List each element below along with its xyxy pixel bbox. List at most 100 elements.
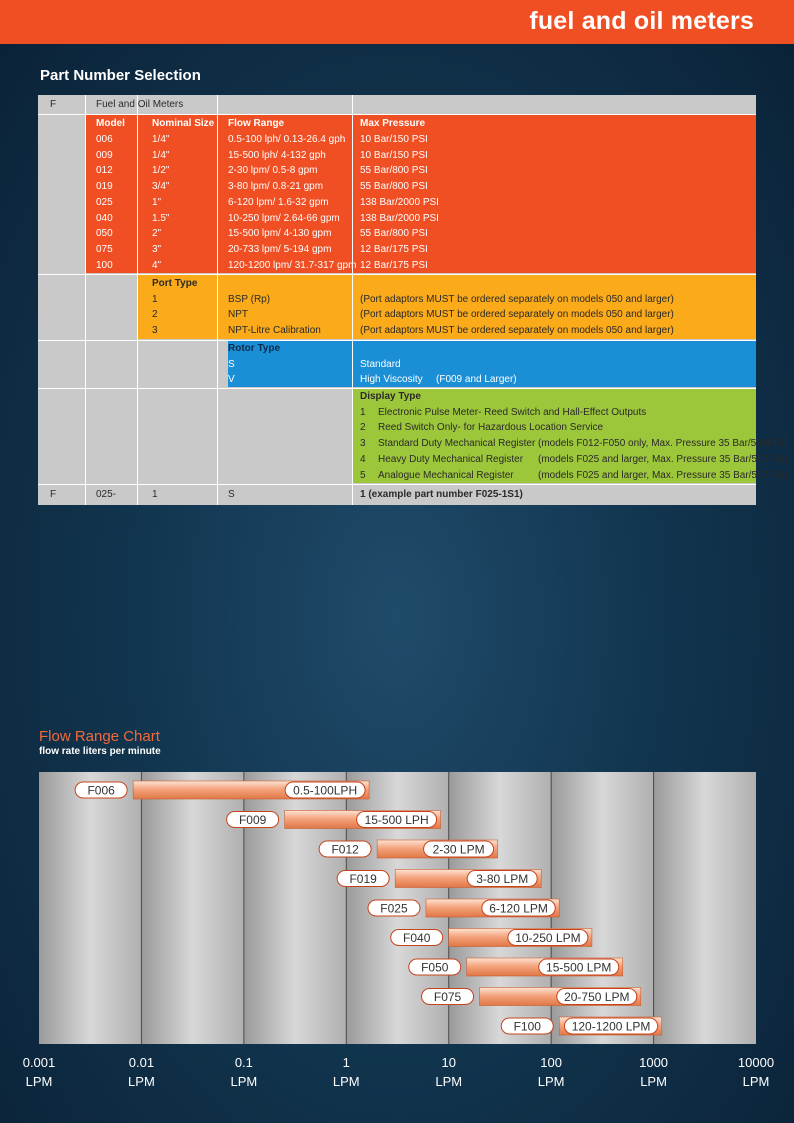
rotor-name: High Viscosity — [360, 374, 423, 386]
max-pressure: 12 Bar/175 PSI — [360, 243, 428, 255]
range-pill — [556, 988, 638, 1005]
port-header: Port Type — [152, 278, 198, 289]
x-tick-label: 1000 — [639, 1055, 668, 1070]
port-code-column: Port Type 1 2 3 — [152, 276, 197, 339]
rotor-band — [228, 341, 756, 387]
grid-line — [137, 95, 138, 505]
model-label: F040 — [403, 931, 431, 945]
page-title: fuel and oil meters — [529, 7, 754, 35]
range-label: 2-30 LPM — [433, 843, 485, 857]
grid-line — [38, 114, 756, 115]
range-pill — [284, 781, 366, 799]
range-label: 3-80 LPM — [476, 872, 528, 886]
pressure-header: Max Pressure — [360, 118, 426, 129]
prefix-code: F — [50, 99, 57, 110]
model-code: 009 — [96, 149, 113, 161]
nominal-size: 1.5" — [152, 212, 170, 224]
port-code: 1 — [152, 293, 158, 305]
port-name: BSP (Rp) — [228, 293, 271, 305]
flow-range: 10-250 lpm/ 2.64-66 gpm — [228, 212, 340, 224]
display-header: Display Type — [360, 391, 421, 402]
rotor-code-column: Rotor Type S V — [228, 341, 280, 388]
rotor-code: S — [228, 358, 235, 370]
max-pressure: 55 Bar/800 PSI — [360, 165, 428, 177]
nominal-size: 1/4" — [152, 149, 170, 161]
range-label: 15-500 LPM — [546, 961, 611, 975]
nominal-size: 3" — [152, 243, 162, 255]
model-label: F050 — [421, 961, 449, 975]
model-column: 006 009 012 019 025 040 050 075 100 — [96, 132, 113, 273]
flow-column: 0.5-100 lph/ 0.13-26.4 gph 15-500 lph/ 4… — [228, 132, 356, 273]
model-pill — [408, 958, 462, 976]
flow-range: 20-733 lpm/ 5-194 gpm — [228, 243, 332, 255]
model-code: 075 — [96, 243, 113, 255]
max-pressure: 10 Bar/150 PSI — [360, 149, 428, 161]
range-label: 120-1200 LPM — [572, 1020, 651, 1034]
display-name-column: Electronic Pulse Meter- Reed Switch and … — [378, 405, 646, 484]
prefix-label: Fuel and Oil Meters — [96, 99, 184, 110]
flow-range: 3-80 lpm/ 0.8-21 gpm — [228, 181, 324, 193]
port-note: (Port adaptors MUST be ordered separatel… — [360, 293, 674, 305]
grid-line — [85, 95, 86, 505]
model-code: 050 — [96, 228, 113, 240]
model-label: F012 — [331, 843, 359, 857]
grid-line — [38, 340, 756, 341]
x-tick-unit: LPM — [26, 1074, 53, 1089]
display-code: 4 — [360, 453, 366, 465]
display-code: 2 — [360, 422, 366, 434]
model-pill — [336, 870, 390, 887]
rotor-header: Rotor Type — [228, 343, 281, 354]
rotor-note: (F009 and Larger) — [436, 374, 517, 386]
rotor-code: V — [228, 374, 235, 386]
x-tick-unit: LPM — [230, 1074, 257, 1089]
display-name: Heavy Duty Mechanical Register — [378, 453, 524, 465]
flow-range: 120-1200 lpm/ 31.7-317 gpm — [228, 259, 357, 271]
flow-range: 15-500 lph/ 4-132 gph — [228, 149, 326, 161]
x-tick-label: 0.01 — [129, 1055, 154, 1070]
max-pressure: 138 Bar/2000 PSI — [360, 196, 439, 208]
model-code: 040 — [96, 212, 113, 224]
flow-range: 15-500 lpm/ 4-130 gpm — [228, 228, 332, 240]
chart-title: Flow Range Chart — [39, 728, 160, 745]
max-pressure: 12 Bar/175 PSI — [360, 259, 428, 271]
grid-line — [352, 95, 353, 505]
range-label: 20-750 LPM — [564, 990, 629, 1004]
max-pressure: 10 Bar/150 PSI — [360, 134, 428, 145]
x-tick-label: 0.001 — [23, 1055, 56, 1070]
section-title: Part Number Selection — [40, 67, 201, 84]
range-pill — [466, 870, 538, 887]
x-tick-label: 10000 — [738, 1055, 774, 1070]
display-band — [353, 389, 756, 483]
x-tick-label: 100 — [540, 1055, 562, 1070]
grid-line — [38, 388, 756, 389]
range-pill — [538, 958, 620, 976]
model-pill — [367, 899, 421, 917]
range-label: 6-120 LPM — [489, 902, 548, 916]
model-label: F100 — [514, 1020, 542, 1034]
nominal-size: 1/4" — [152, 134, 170, 145]
port-name: NPT-Litre Calibration — [228, 325, 321, 337]
display-code: 1 — [360, 406, 366, 418]
nominal-size: 2" — [152, 228, 162, 240]
port-code: 3 — [152, 325, 158, 337]
model-code: 006 — [96, 134, 113, 145]
model-band — [86, 115, 756, 273]
max-pressure: 138 Bar/2000 PSI — [360, 212, 439, 224]
page-header-band: fuel and oil meters — [0, 0, 794, 44]
nominal-size: 4" — [152, 259, 162, 271]
model-code: 012 — [96, 165, 113, 177]
model-label: F009 — [239, 813, 267, 827]
model-pill — [421, 988, 475, 1005]
max-pressure: 55 Bar/800 PSI — [360, 228, 428, 240]
model-header: Model — [96, 118, 125, 129]
display-note: (models F012-F050 only, Max. Pressure 35… — [538, 438, 787, 450]
range-pill — [481, 899, 556, 917]
model-pill — [390, 929, 444, 946]
port-name-column: BSP (Rp) NPT NPT-Litre Calibration — [228, 292, 321, 339]
display-name: Electronic Pulse Meter- Reed Switch and … — [378, 406, 647, 418]
max-pressure: 55 Bar/800 PSI — [360, 181, 428, 193]
nominal-size: 1/2" — [152, 165, 170, 177]
model-pill — [74, 781, 128, 799]
range-label: 15-500 LPH — [365, 813, 429, 827]
